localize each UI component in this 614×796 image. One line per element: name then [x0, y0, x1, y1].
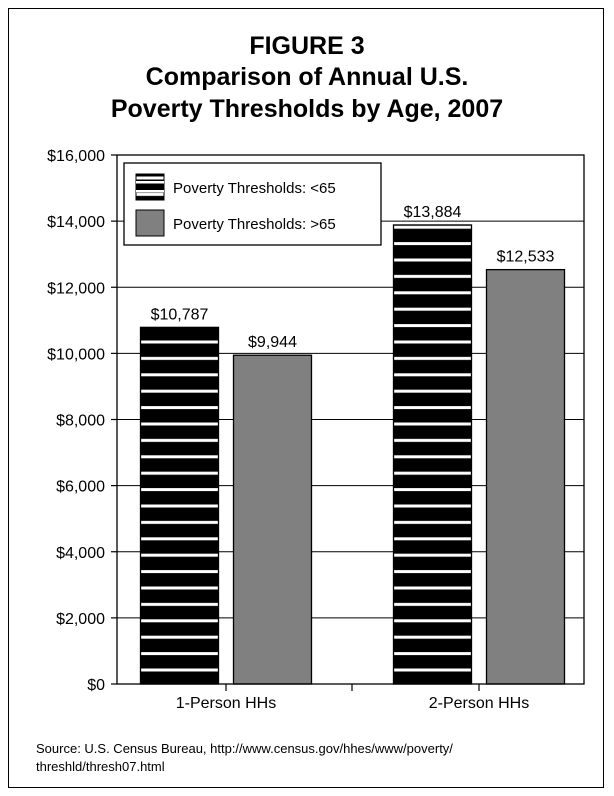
legend-stripe: [136, 181, 164, 184]
x-axis: 1-Person HHs 2-Person HHs: [176, 684, 529, 712]
bars: [139, 224, 566, 685]
figure-title-line1: Comparison of Annual U.S.: [145, 63, 469, 91]
legend-label: Poverty Thresholds: >65: [173, 216, 336, 233]
y-tick-label: $12,000: [47, 280, 105, 297]
data-label: $10,787: [151, 306, 209, 323]
data-label: $9,944: [248, 334, 297, 351]
y-tick-label: $6,000: [56, 479, 105, 496]
data-label: $12,533: [497, 249, 555, 266]
legend-box: [123, 162, 382, 246]
y-tick-label: $16,000: [47, 148, 105, 165]
y-axis: $0 $2,000 $4,000 $6,000 $8,000 $10,000 $12,000…: [47, 148, 117, 694]
figure-label: FIGURE 3: [249, 32, 365, 60]
legend-swatch: [135, 209, 165, 237]
bar-under65: [139, 326, 220, 685]
x-tick-label: 2-Person HHs: [429, 695, 529, 712]
data-label: $13,884: [404, 204, 462, 221]
source-line1: Source: U.S. Census Bureau, http://www.c…: [36, 741, 453, 756]
y-tick-label: $4,000: [56, 545, 105, 562]
bar-over65: [232, 354, 313, 685]
figure-title-line2: Poverty Thresholds by Age, 2007: [110, 95, 504, 123]
y-tick-label: $14,000: [47, 214, 105, 231]
legend: Poverty Thresholds: <65 Poverty Threshold…: [123, 162, 382, 246]
x-tick-label: 1-Person HHs: [176, 695, 276, 712]
legend-swatch: [135, 173, 165, 201]
source-line2: threshld/thresh07.html: [36, 759, 165, 774]
legend-stripe: [136, 190, 164, 193]
bar-under65: [392, 224, 473, 685]
y-tick-label: $10,000: [47, 346, 105, 363]
y-tick-label: $8,000: [56, 413, 105, 430]
legend-label: Poverty Thresholds: <65: [173, 180, 336, 197]
data-labels: $10,787 $9,944 $13,884 $12,533: [151, 204, 555, 351]
y-tick-label: $0: [87, 677, 105, 694]
bar-over65: [485, 268, 566, 685]
y-tick-label: $2,000: [56, 611, 105, 628]
source-note: Source: U.S. Census Bureau, http://www.c…: [36, 740, 596, 776]
